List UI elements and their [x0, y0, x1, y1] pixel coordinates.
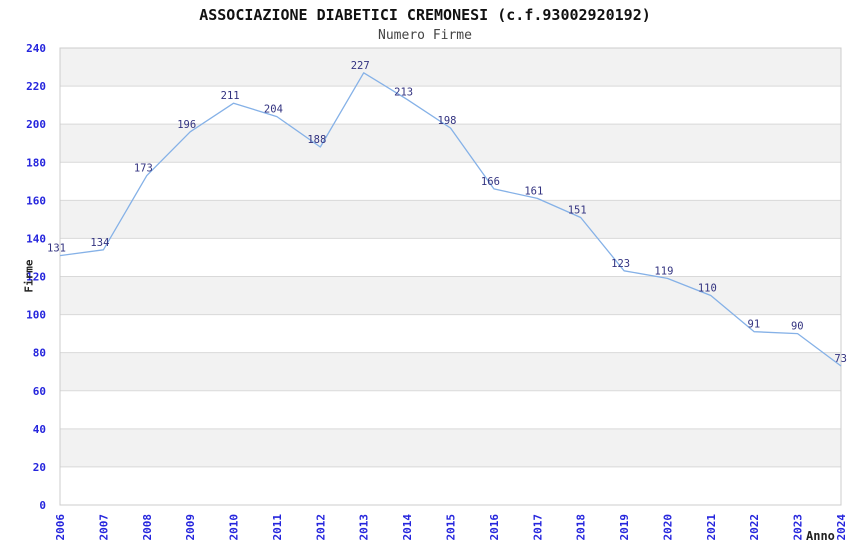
x-tick-label: 2008: [141, 514, 154, 541]
x-tick-label: 2020: [661, 514, 674, 541]
data-label: 151: [568, 205, 587, 217]
data-label: 90: [791, 321, 804, 333]
data-label: 196: [177, 119, 196, 131]
background-band: [60, 314, 841, 353]
background-band: [60, 352, 841, 391]
background-band: [60, 86, 841, 125]
data-label: 161: [524, 185, 543, 197]
data-line: [59, 72, 842, 367]
background-band: [60, 238, 841, 277]
x-tick-label: 2014: [401, 514, 414, 541]
background-band: [60, 428, 841, 467]
y-tick-label: 20: [33, 461, 46, 474]
background-band: [60, 124, 841, 163]
y-tick-label: 140: [26, 232, 46, 245]
x-tick-label: 2022: [748, 514, 761, 541]
data-label: 134: [90, 237, 109, 249]
data-label: 211: [221, 90, 240, 102]
y-tick-label: 120: [26, 271, 46, 284]
y-tick-label: 40: [33, 423, 46, 436]
x-tick-label: 2011: [271, 514, 284, 541]
y-tick-label: 240: [26, 42, 46, 55]
data-label: 73: [834, 353, 847, 365]
data-label: 131: [47, 243, 66, 255]
x-tick-label: 2021: [705, 514, 718, 541]
x-tick-label: 2013: [358, 514, 371, 541]
x-tick-label: 2009: [184, 514, 197, 541]
data-label: 188: [307, 134, 326, 146]
x-tick-label: 2012: [314, 514, 327, 541]
y-tick-label: 60: [33, 385, 46, 398]
x-tick-label: 2018: [575, 514, 588, 541]
x-tick-label: 2015: [445, 514, 458, 541]
data-label: 166: [481, 176, 500, 188]
data-label: 123: [611, 258, 630, 270]
data-label: 110: [698, 283, 717, 295]
data-label: 91: [748, 319, 761, 331]
x-tick-label: 2007: [97, 514, 110, 541]
data-label: 173: [134, 163, 153, 175]
y-tick-label: 100: [26, 309, 46, 322]
x-tick-label: 2017: [531, 514, 544, 541]
data-label: 213: [394, 86, 413, 98]
x-tick-label: 2019: [618, 514, 631, 541]
background-band: [60, 48, 841, 87]
plot-border: [59, 47, 842, 506]
background-band: [60, 276, 841, 315]
x-tick-label: 2023: [792, 514, 805, 541]
y-tick-label: 220: [26, 80, 46, 93]
data-label: 204: [264, 104, 283, 116]
y-tick-label: 0: [39, 499, 46, 512]
chart-title: ASSOCIAZIONE DIABETICI CREMONESI (c.f.93…: [199, 6, 651, 24]
background-band: [60, 200, 841, 239]
background-band: [60, 162, 841, 201]
data-label: 198: [438, 115, 457, 127]
y-tick-label: 180: [26, 156, 46, 169]
y-tick-label: 160: [26, 194, 46, 207]
x-tick-label: 2006: [54, 514, 67, 541]
x-tick-label: 2010: [228, 514, 241, 541]
y-tick-label: 80: [33, 347, 46, 360]
y-axis-title: Firme: [22, 259, 36, 293]
background-band: [60, 466, 841, 505]
x-tick-label: 2024: [835, 514, 848, 541]
data-label: 227: [351, 60, 370, 72]
background-band: [60, 390, 841, 429]
x-axis-title: Anno: [806, 529, 835, 543]
data-label: 119: [654, 265, 673, 277]
chart-subtitle: Numero Firme: [378, 28, 472, 43]
y-tick-label: 200: [26, 118, 46, 131]
x-tick-label: 2016: [488, 514, 501, 541]
